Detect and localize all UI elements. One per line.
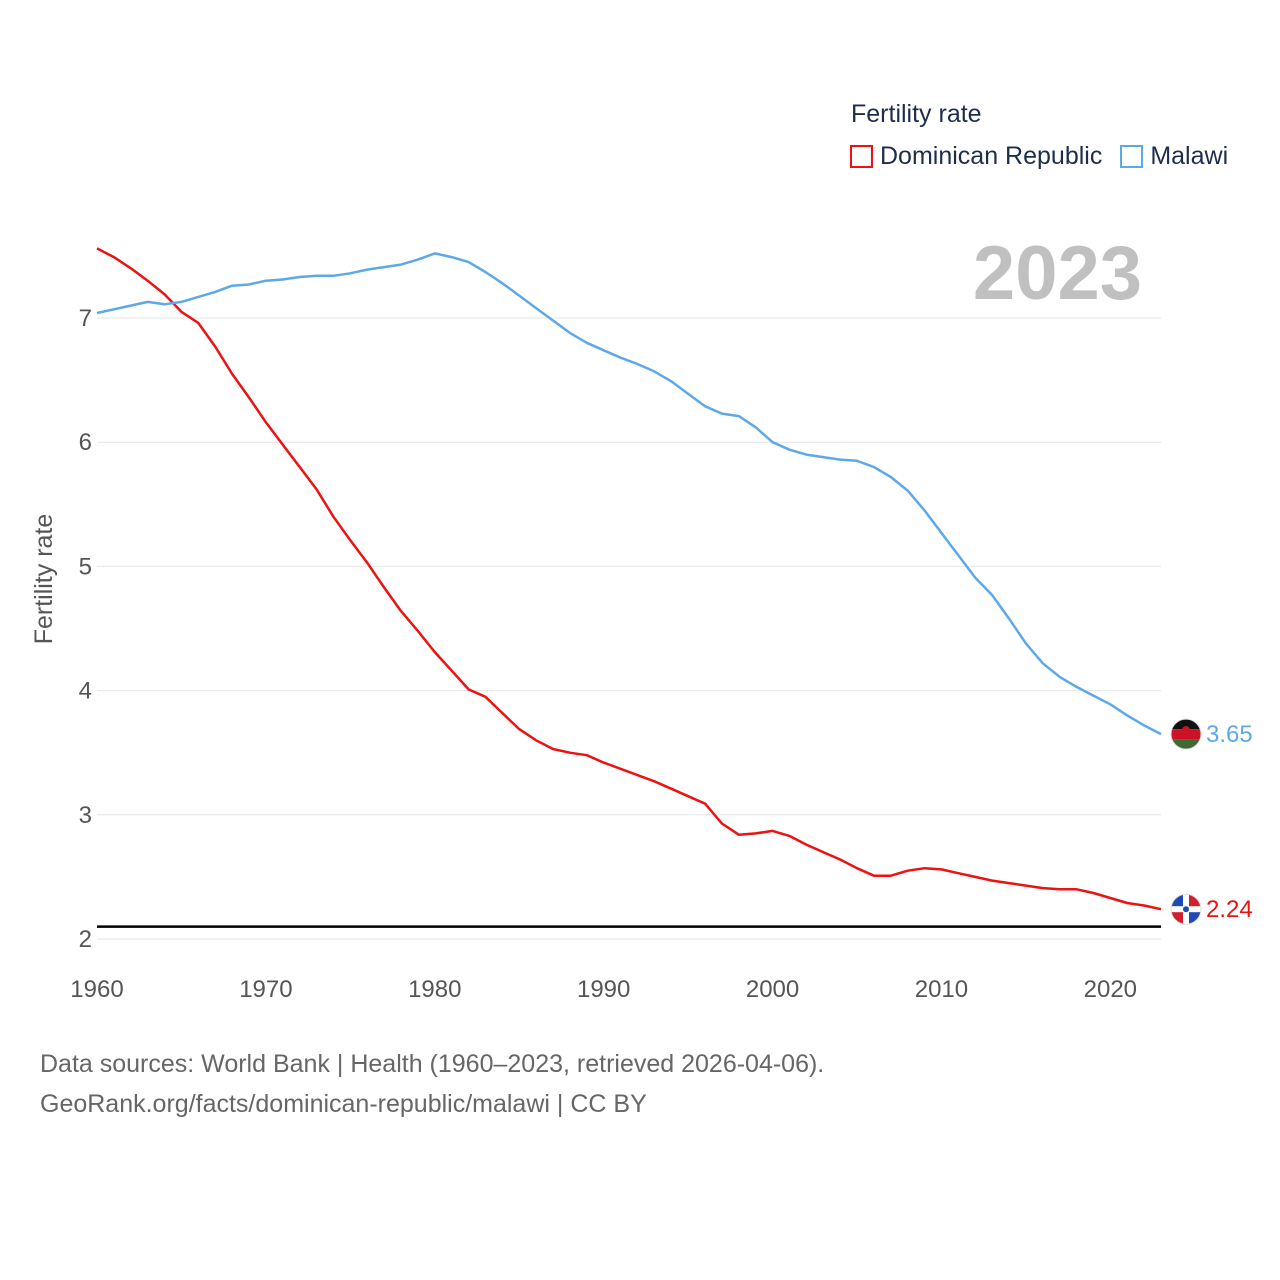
legend: Dominican Republic Malawi	[850, 142, 1228, 171]
y-axis-ticks: 2 3 4 5 6 7	[79, 305, 92, 953]
x-tick-label-1960: 1960	[70, 976, 123, 1003]
data-sources-text: Data sources: World Bank | Health (1960–…	[40, 1050, 825, 1078]
end-markers: 2.24 3.65	[1170, 718, 1253, 925]
series-line-dominican-republic	[96, 247, 1162, 911]
source-link[interactable]: GeoRank.org/facts/dominican-republic/mal…	[40, 1090, 647, 1118]
end-value-label-dominican-republic: 2.24	[1206, 896, 1253, 923]
legend-item-dominican-republic[interactable]: Dominican Republic	[850, 142, 1102, 171]
flag-body-malawi	[1171, 719, 1201, 750]
flag-border-dominican-republic	[1170, 893, 1202, 925]
flag-border-malawi	[1170, 718, 1202, 750]
x-tick-label-2000: 2000	[746, 976, 799, 1003]
y-tick-label-3: 3	[79, 802, 92, 829]
year-label: 2023	[972, 231, 1142, 316]
end-value-label-malawi: 3.65	[1206, 721, 1253, 748]
x-tick-label-2010: 2010	[915, 976, 968, 1003]
legend-label-malawi: Malawi	[1150, 142, 1229, 170]
y-tick-label-2: 2	[79, 926, 92, 953]
x-tick-label-2020: 2020	[1084, 976, 1137, 1003]
y-axis-label: Fertility rate	[30, 514, 58, 645]
y-tick-label-5: 5	[79, 553, 92, 580]
legend-label-dominican-republic: Dominican Republic	[880, 142, 1103, 170]
x-axis-ticks: 1960 1970 1980 1990 2000 2010 2020	[70, 976, 1137, 1003]
y-tick-label-7: 7	[79, 305, 92, 332]
x-tick-label-1970: 1970	[239, 976, 292, 1003]
footer: Data sources: World Bank | Health (1960–…	[40, 1044, 824, 1124]
legend-title: Fertility rate	[851, 100, 982, 128]
flag-icon-dominican-republic	[1170, 893, 1202, 925]
flag-icon-malawi	[1170, 718, 1202, 750]
x-tick-label-1990: 1990	[577, 976, 630, 1003]
flag-emblem	[1183, 906, 1189, 913]
y-tick-label-4: 4	[79, 678, 92, 705]
grid-lines	[97, 317, 1161, 940]
y-tick-label-6: 6	[79, 429, 92, 456]
series-line-malawi	[96, 252, 1162, 736]
flag-stripe-green	[1171, 739, 1201, 750]
legend-swatch-malawi	[1120, 145, 1144, 168]
flag-body-dominican-republic	[1171, 894, 1201, 925]
legend-item-malawi[interactable]: Malawi	[1120, 142, 1228, 171]
x-tick-label-1980: 1980	[408, 976, 461, 1003]
flag-stripe-black	[1171, 719, 1201, 730]
legend-swatch-dominican-republic	[850, 145, 873, 168]
series-lines	[96, 247, 1162, 911]
flag-sun	[1182, 726, 1190, 735]
